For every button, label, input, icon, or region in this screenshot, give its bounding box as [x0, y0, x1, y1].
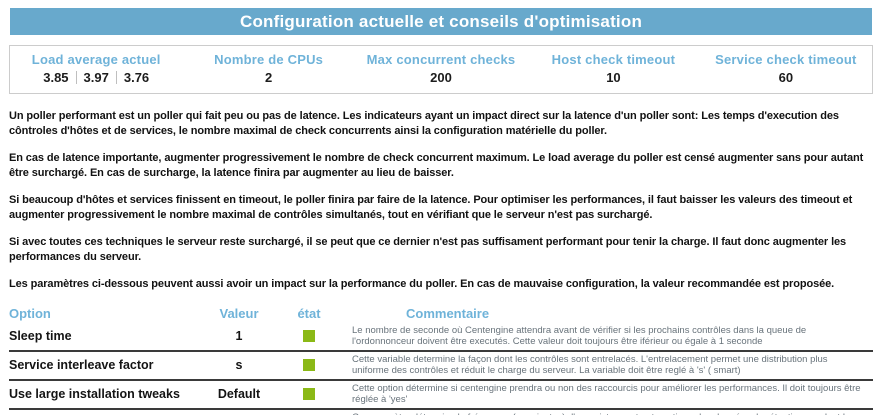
column-header-value: Valeur [219, 306, 259, 321]
poller-optimization-page: Configuration actuelle et conseils d'opt… [0, 8, 882, 415]
option-comment: Le nombre de seconde où Centengine atten… [352, 324, 807, 348]
stat-service-check-timeout: Service check timeout 60 [700, 52, 872, 85]
status-ok-icon [303, 329, 315, 342]
option-name: Use large installation tweaks [9, 387, 180, 401]
load-average-1min: 3.85 [43, 70, 69, 85]
option-name: Sleep time [9, 329, 72, 343]
stat-label: Service check timeout [715, 52, 857, 67]
option-comment: Cette variable determine la façon dont l… [352, 353, 828, 377]
option-comment: Ce paramètre détermine la fréquence (en … [344, 410, 873, 415]
option-state [274, 327, 344, 345]
column-header-comment: Commentaire [406, 306, 490, 321]
stat-host-check-timeout: Host check timeout 10 [527, 52, 699, 85]
advice-paragraph: Un poller performant est un poller qui f… [9, 110, 839, 137]
load-average-5min: 3.97 [83, 70, 109, 85]
option-state [274, 385, 344, 403]
page-title: Configuration actuelle et conseils d'opt… [10, 8, 872, 35]
column-header-option: Option [9, 306, 51, 321]
option-value: s [235, 358, 243, 372]
options-table-header-row: Option Valeur état Commentaire [9, 305, 873, 323]
advice-paragraph: Si beaucoup d'hôtes et services finissen… [9, 194, 853, 221]
status-ok-icon [303, 387, 315, 400]
option-state [274, 356, 344, 374]
current-config-panel: Load average actuel 3.85 3.97 3.76 Nombre … [9, 45, 873, 94]
option-value: Default [217, 387, 261, 401]
advice-paragraphs: Un poller performant est un poller qui f… [9, 109, 873, 292]
stat-label: Load average actuel [31, 52, 161, 67]
stat-value: 60 [778, 70, 794, 85]
option-value: 1 [235, 329, 243, 343]
table-row-service-interleave-factor: Service interleave factor s Cette variab… [9, 352, 873, 381]
stat-cpu-count: Nombre de CPUs 2 [182, 52, 354, 85]
stat-label: Host check timeout [551, 52, 676, 67]
options-table: Option Valeur état Commentaire Sleep tim… [9, 305, 873, 415]
stat-value: 2 [264, 70, 273, 85]
value-divider [115, 71, 117, 84]
stat-load-average: Load average actuel 3.85 3.97 3.76 [10, 52, 182, 85]
stat-value-load-average: 3.85 3.97 3.76 [10, 70, 182, 85]
status-ok-icon [303, 358, 315, 371]
advice-paragraph: Si avec toutes ces techniques le serveur… [9, 236, 847, 263]
advice-paragraph: En cas de latence importante, augmenter … [9, 152, 864, 179]
table-row-use-large-installation-tweaks: Use large installation tweaks Default Ce… [9, 381, 873, 410]
stat-value: 10 [606, 70, 621, 85]
table-row-state-retention-option: State Retention Option Yes Ce paramètre … [9, 410, 873, 415]
stat-label: Nombre de CPUs [214, 52, 324, 67]
column-header-state: état [297, 306, 321, 321]
stat-value: 200 [430, 70, 452, 85]
option-name: Service interleave factor [9, 358, 154, 372]
table-row-sleep-time: Sleep time 1 Le nombre de seconde où Cen… [9, 323, 873, 352]
advice-paragraph: Les paramètres ci-dessous peuvent aussi … [9, 278, 835, 290]
load-average-15min: 3.76 [123, 70, 150, 85]
stat-max-concurrent-checks: Max concurrent checks 200 [355, 52, 527, 85]
stat-label: Max concurrent checks [366, 52, 516, 67]
value-divider [75, 71, 77, 84]
option-comment: Cette option détermine si centengine pre… [352, 382, 861, 406]
